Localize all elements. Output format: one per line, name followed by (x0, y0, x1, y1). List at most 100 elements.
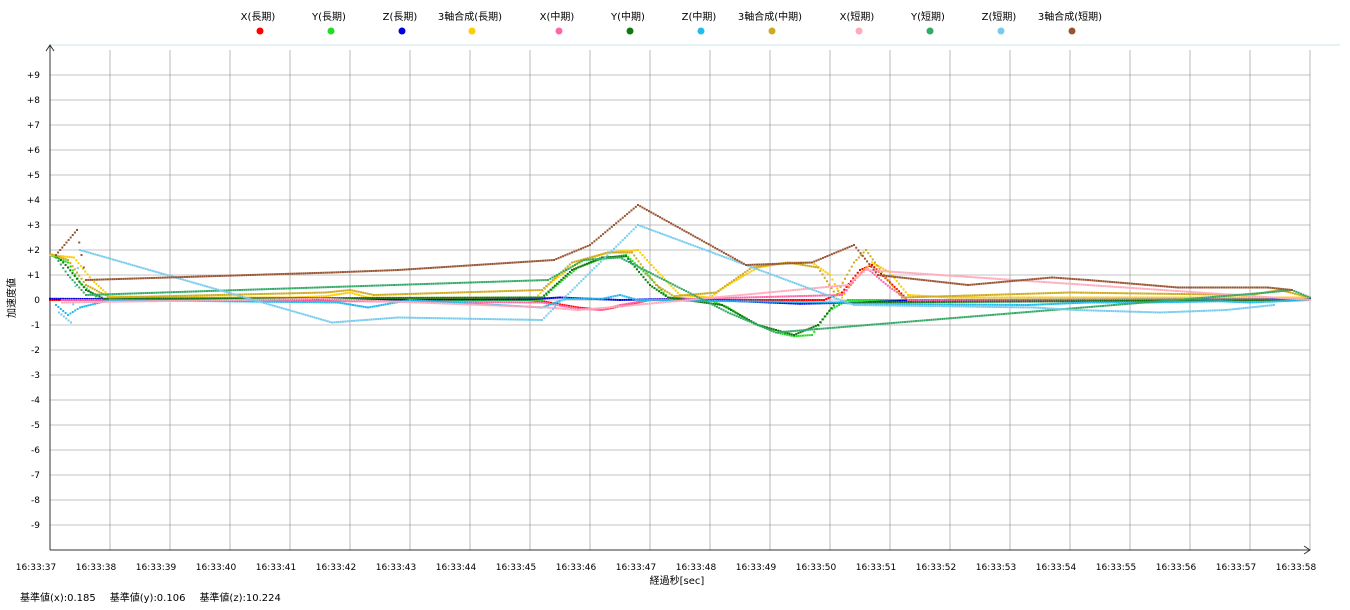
data-point (918, 294, 921, 297)
data-point (893, 289, 896, 292)
data-point (659, 286, 662, 289)
data-point (290, 300, 293, 303)
data-point (710, 291, 713, 294)
data-point (356, 300, 359, 303)
data-point (702, 295, 705, 298)
data-point (373, 294, 375, 296)
data-point (214, 294, 217, 297)
data-point (655, 269, 657, 271)
data-point (681, 299, 684, 302)
data-point (53, 254, 56, 257)
data-point (315, 301, 318, 304)
data-point (1063, 302, 1066, 305)
data-point (641, 254, 644, 256)
data-point (494, 304, 497, 307)
data-point (84, 270, 87, 273)
data-point (907, 294, 909, 296)
data-point (265, 299, 268, 302)
data-point (925, 303, 928, 306)
data-point (1049, 299, 1052, 301)
data-point (611, 306, 614, 309)
data-point (873, 266, 876, 269)
data-point (653, 302, 656, 305)
data-point (686, 299, 689, 302)
data-point (808, 327, 811, 330)
data-point (550, 281, 553, 284)
data-point (1044, 300, 1047, 303)
data-point (662, 293, 665, 296)
data-point (1287, 291, 1290, 294)
data-point (219, 293, 222, 296)
data-point (1086, 300, 1089, 303)
data-point (221, 299, 224, 302)
data-point (71, 311, 74, 313)
data-point (750, 320, 753, 323)
data-point (873, 262, 876, 265)
data-point (446, 302, 449, 305)
data-point (525, 289, 528, 292)
data-point (963, 298, 966, 301)
data-point (205, 294, 208, 297)
data-point (975, 299, 978, 301)
data-point (107, 300, 110, 303)
data-point (952, 303, 955, 306)
data-point (609, 306, 612, 309)
data-point (1238, 301, 1241, 304)
data-point (1091, 299, 1094, 301)
data-point (658, 290, 660, 293)
data-point (1024, 300, 1027, 303)
data-point (527, 301, 530, 304)
data-point (301, 299, 304, 302)
data-point (607, 296, 610, 299)
data-point (228, 293, 231, 296)
legend-marker (327, 27, 335, 35)
data-point (349, 297, 352, 300)
data-point (969, 300, 972, 303)
data-point (150, 295, 153, 298)
data-point (1300, 294, 1303, 297)
data-point (744, 300, 747, 303)
data-point (289, 296, 291, 299)
data-point (1108, 300, 1111, 303)
data-point (1216, 300, 1219, 303)
data-point (82, 267, 84, 270)
data-point (353, 292, 356, 295)
data-point (1010, 296, 1013, 299)
legend-marker (256, 27, 264, 35)
data-point (503, 301, 506, 304)
data-point (343, 302, 346, 305)
data-point (648, 302, 651, 305)
data-point (869, 299, 871, 301)
data-point (1117, 292, 1120, 295)
data-point (62, 261, 65, 264)
data-point (547, 301, 550, 304)
data-point (375, 298, 378, 301)
data-point (926, 299, 929, 301)
data-point (347, 300, 350, 303)
data-point (355, 293, 358, 296)
legend-marker (398, 27, 406, 35)
data-point (931, 295, 934, 298)
data-point (217, 294, 219, 296)
data-point (428, 300, 431, 303)
data-point (1295, 296, 1298, 299)
data-point (971, 300, 974, 303)
data-point (411, 301, 414, 304)
data-point (625, 302, 628, 305)
data-point (1196, 299, 1199, 302)
data-point (1008, 296, 1011, 299)
data-point (570, 305, 573, 308)
data-point (923, 298, 926, 301)
data-point (1042, 300, 1045, 303)
data-point (1202, 293, 1205, 296)
data-point (865, 301, 868, 304)
data-point (284, 296, 287, 299)
data-point (965, 294, 968, 297)
data-point (854, 301, 857, 304)
data-point (849, 299, 852, 301)
data-point (543, 301, 546, 304)
data-point (745, 299, 748, 301)
data-point (648, 299, 650, 302)
data-point (573, 268, 576, 271)
data-point (744, 271, 747, 274)
